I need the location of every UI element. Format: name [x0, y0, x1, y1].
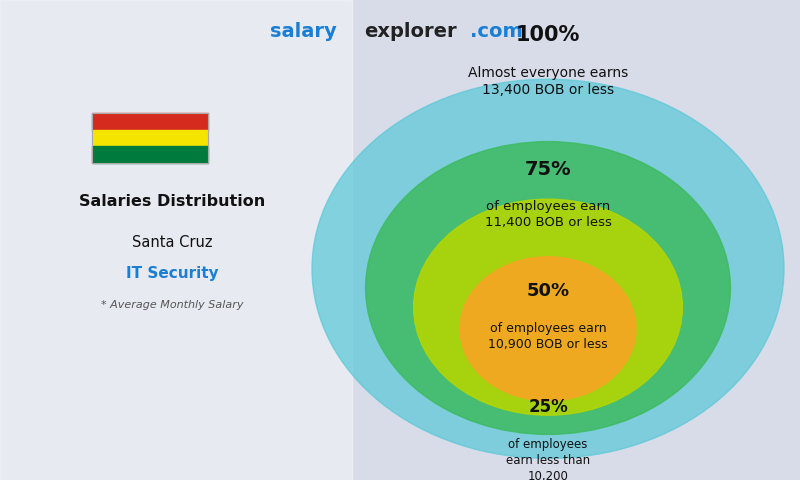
Text: IT Security: IT Security	[126, 266, 218, 281]
Text: of employees earn
10,900 BOB or less: of employees earn 10,900 BOB or less	[488, 322, 608, 351]
Text: 50%: 50%	[526, 282, 570, 300]
Text: * Average Monthly Salary: * Average Monthly Salary	[101, 300, 243, 310]
Ellipse shape	[460, 257, 636, 401]
Bar	[92, 113, 208, 130]
Ellipse shape	[366, 142, 730, 434]
Text: Santa Cruz: Santa Cruz	[132, 235, 212, 250]
Ellipse shape	[414, 199, 682, 415]
Bar	[0, 0, 352, 480]
Text: Almost everyone earns
13,400 BOB or less: Almost everyone earns 13,400 BOB or less	[468, 66, 628, 97]
Text: Salaries Distribution: Salaries Distribution	[79, 194, 265, 209]
Text: 75%: 75%	[525, 159, 571, 179]
Text: of employees
earn less than
10,200: of employees earn less than 10,200	[506, 438, 590, 480]
Bar	[92, 146, 208, 163]
Text: 100%: 100%	[516, 25, 580, 45]
Text: 25%: 25%	[528, 398, 568, 416]
Text: salary: salary	[270, 22, 337, 41]
Text: of employees earn
11,400 BOB or less: of employees earn 11,400 BOB or less	[485, 200, 611, 229]
Text: explorer: explorer	[364, 22, 457, 41]
Text: .com: .com	[470, 22, 523, 41]
Bar	[92, 113, 208, 163]
Ellipse shape	[312, 79, 784, 458]
Bar	[92, 130, 208, 146]
